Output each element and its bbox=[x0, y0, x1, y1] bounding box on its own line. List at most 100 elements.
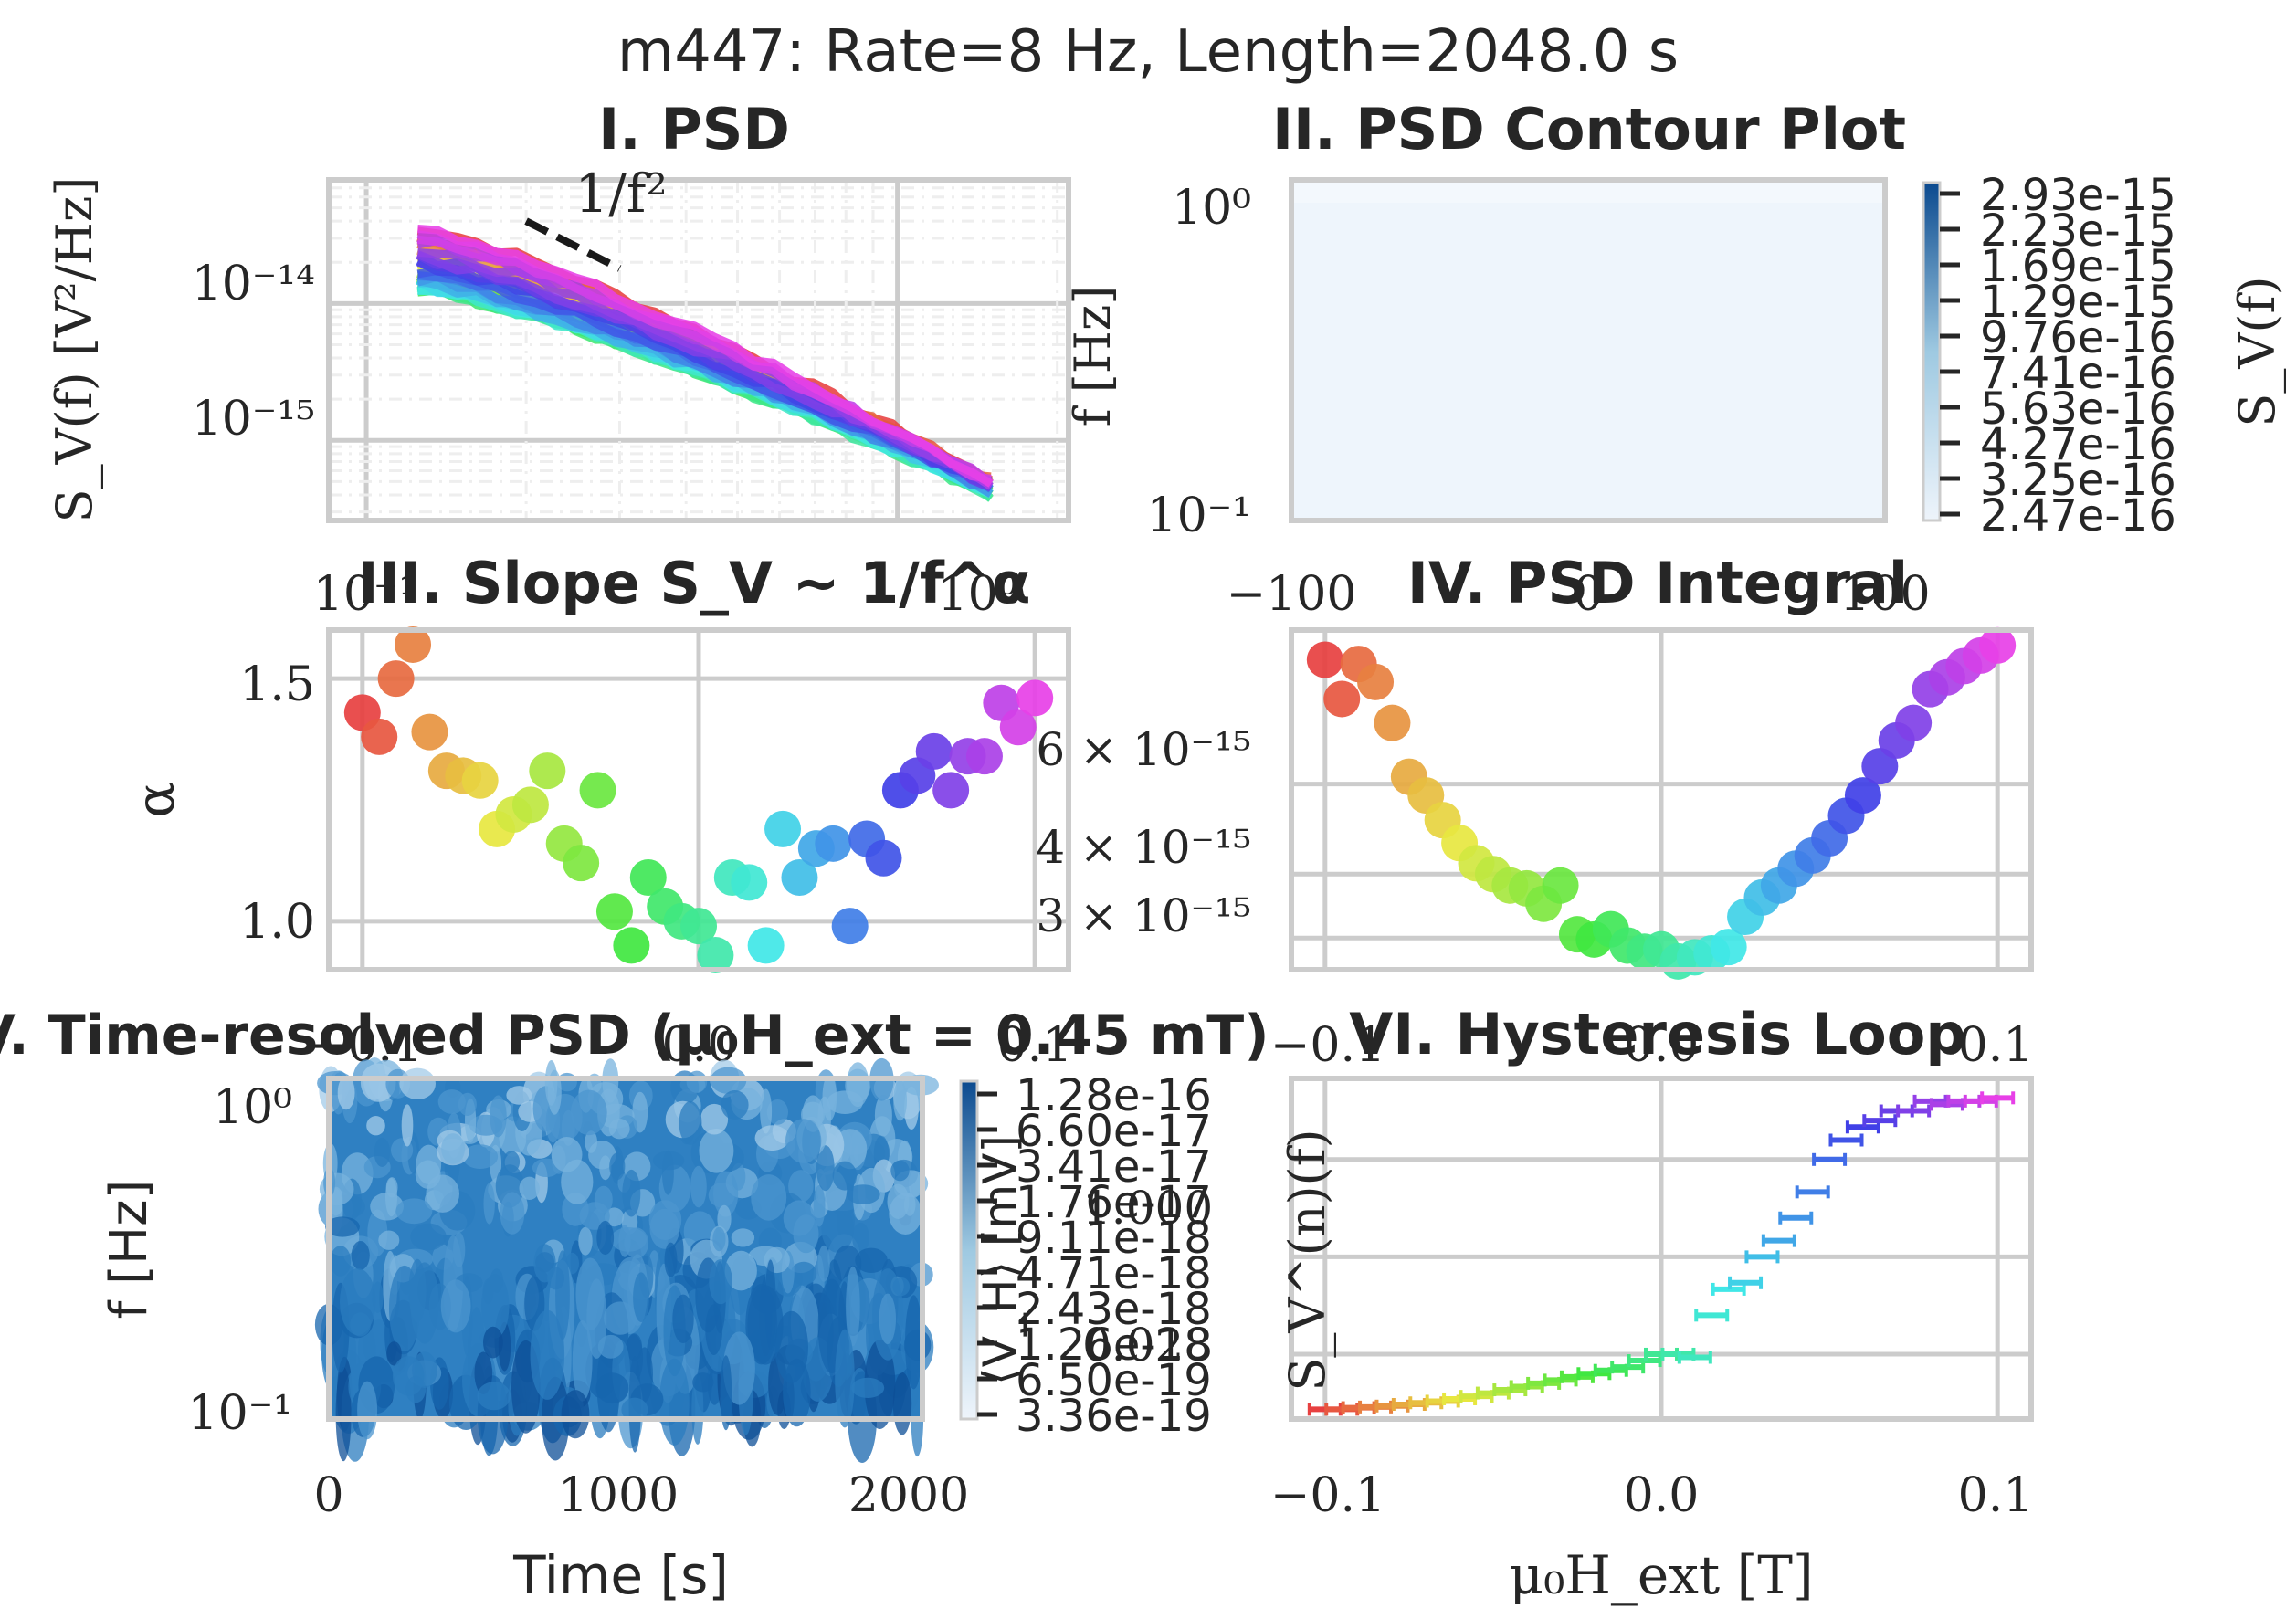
time-resolved-cell-460 bbox=[692, 1372, 714, 1393]
contour-colorbar-ticks: 2.93e-152.23e-151.69e-151.29e-159.76e-16… bbox=[1940, 170, 2176, 541]
time-resolved-xtick-0: 0 bbox=[313, 1468, 343, 1523]
slope-point-25 bbox=[764, 810, 802, 847]
panel-time-resolved: V. Time-resolved PSD (μ₀H_ext = 0.45 mT)… bbox=[0, 1004, 1269, 1606]
time-resolved-colorbar-tick-label-6: 2.43e-18 bbox=[1016, 1284, 1212, 1335]
time-resolved-cell-369 bbox=[462, 1144, 499, 1169]
integral-xtick-minus0-1: −0.1 bbox=[1270, 1018, 1385, 1073]
slope-point-37 bbox=[965, 738, 1003, 775]
time-resolved-cell-510 bbox=[441, 1133, 466, 1164]
time-resolved-cell-512 bbox=[378, 1230, 400, 1250]
panel-contour-title: II. PSD Contour Plot bbox=[1272, 96, 1906, 163]
slope-point-7 bbox=[461, 762, 499, 799]
time-resolved-cell-435 bbox=[893, 1079, 907, 1121]
slope-point-29 bbox=[831, 908, 869, 945]
time-resolved-cell-335 bbox=[822, 1074, 837, 1121]
time-resolved-cell-239 bbox=[713, 1170, 739, 1217]
integral-axis-frame bbox=[1289, 627, 2034, 972]
contour-axis-frame bbox=[1289, 177, 1888, 523]
time-resolved-cell-474 bbox=[477, 1382, 511, 1411]
contour-xtick-0: 0 bbox=[1573, 567, 1603, 622]
panel-integral-title: IV. PSD Integral bbox=[1407, 550, 1908, 616]
psd-annotation-1-over-f2: 1/f² bbox=[574, 163, 667, 225]
contour-xtick-100: 100 bbox=[1839, 567, 1930, 622]
time-resolved-cell-414 bbox=[437, 1089, 466, 1114]
panel-time-resolved-title: V. Time-resolved PSD (μ₀H_ext = 0.45 mT) bbox=[0, 1004, 1269, 1067]
contour-colorbar-tick-label-9: 2.47e-16 bbox=[1980, 490, 2176, 541]
slope-point-39 bbox=[999, 709, 1037, 746]
integral-point-14 bbox=[1542, 867, 1579, 904]
time-resolved-cell-364 bbox=[490, 1268, 504, 1293]
time-resolved-cell-481 bbox=[679, 1101, 702, 1145]
time-resolved-cell-513 bbox=[835, 1329, 855, 1428]
panel-contour: II. PSD Contour Plot f [Hz] 10⁰ 10⁻¹ −10… bbox=[1064, 96, 2286, 622]
time-resolved-cell-377 bbox=[410, 1223, 447, 1251]
contour-band-8 bbox=[1291, 180, 1885, 520]
time-resolved-cell-394 bbox=[699, 1129, 734, 1173]
psd-plot-area bbox=[329, 180, 1069, 520]
contour-colorbar-tick-label-4: 9.76e-16 bbox=[1980, 312, 2176, 363]
time-resolved-cell-433 bbox=[604, 1301, 637, 1335]
time-resolved-cell-289 bbox=[855, 1247, 888, 1274]
contour-colorbar-tick-label-0: 2.93e-15 bbox=[1980, 170, 2176, 221]
time-resolved-cell-472 bbox=[401, 1104, 414, 1147]
contour-xtick-minus100: −100 bbox=[1227, 567, 1357, 622]
contour-ylabel: f [Hz] bbox=[1064, 286, 1122, 427]
integral-xtick-0-1: 0.1 bbox=[1958, 1018, 2034, 1073]
integral-point-32 bbox=[1844, 777, 1881, 815]
time-resolved-xtick-1000: 1000 bbox=[558, 1468, 679, 1523]
time-resolved-cell-272 bbox=[374, 1137, 391, 1167]
psd-reference-line bbox=[524, 217, 622, 272]
slope-point-23 bbox=[731, 864, 768, 901]
time-resolved-cell-470 bbox=[905, 1295, 922, 1390]
panel-psd: I. PSD S_V(f) [V²/Hz] 10⁻¹⁴ 10⁻¹⁵ 10⁻¹ 1… bbox=[46, 96, 1071, 622]
psd-ylabel: S_V(f) [V²/Hz] bbox=[46, 177, 103, 523]
time-resolved-cell-385 bbox=[847, 1062, 869, 1108]
contour-ytick-1e0: 10⁰ bbox=[1172, 181, 1251, 236]
panel-hysteresis: VI. Hysteresis Loop S_V^(n)(f) −0.1 0.0 … bbox=[1270, 1001, 2034, 1606]
time-resolved-cell-464 bbox=[385, 1177, 398, 1198]
time-resolved-cell-267 bbox=[366, 1116, 385, 1136]
time-resolved-cell-517 bbox=[500, 1192, 525, 1235]
time-resolved-ytick-1e0: 10⁰ bbox=[213, 1080, 292, 1135]
time-resolved-cell-301 bbox=[386, 1341, 402, 1366]
hysteresis-axis-frame bbox=[1289, 1076, 2034, 1422]
slope-point-40 bbox=[1016, 679, 1054, 717]
hysteresis-xlabel: μ₀H_ext [T] bbox=[1509, 1544, 1813, 1606]
time-resolved-colorbar-tick-label-7: 1.26e-18 bbox=[1016, 1319, 1212, 1371]
slope-point-34 bbox=[915, 732, 953, 770]
integral-point-33 bbox=[1861, 748, 1899, 785]
psd-axis-frame bbox=[326, 177, 1071, 523]
time-resolved-cell-514 bbox=[672, 1294, 694, 1344]
time-resolved-cell-516 bbox=[483, 1326, 503, 1359]
time-resolved-colorbar-tick-label-0: 1.28e-16 bbox=[1016, 1070, 1212, 1121]
time-resolved-cell-511 bbox=[709, 1259, 732, 1305]
time-resolved-cell-387 bbox=[618, 1225, 631, 1257]
hysteresis-xtick-0-1: 0.1 bbox=[1958, 1468, 2034, 1523]
integral-point-0 bbox=[1306, 641, 1343, 678]
time-resolved-cell-502 bbox=[720, 1355, 732, 1431]
hysteresis-plot-area bbox=[1291, 1078, 2031, 1419]
contour-colorbar-tick-label-8: 3.25e-16 bbox=[1980, 455, 2176, 506]
panel-slope: III. Slope S_V ~ 1/f^α α 1.5 1.0 −0.1 0.… bbox=[124, 550, 1072, 1073]
slope-ytick-1-5: 1.5 bbox=[239, 657, 315, 712]
slope-point-28 bbox=[815, 825, 852, 862]
psd-xtick-1e0: 10⁰ bbox=[937, 567, 1016, 622]
time-resolved-cell-507 bbox=[440, 1279, 471, 1333]
time-resolved-colorbar-tick-label-8: 6.50e-19 bbox=[1016, 1355, 1212, 1406]
slope-point-20 bbox=[680, 908, 717, 945]
time-resolved-cell-483 bbox=[415, 1160, 441, 1189]
time-resolved-cell-213 bbox=[578, 1226, 593, 1256]
integral-point-40 bbox=[1979, 626, 2017, 664]
psd-ytick-1e-14: 10⁻¹⁴ bbox=[192, 257, 315, 311]
slope-plot-area bbox=[329, 626, 1069, 974]
time-resolved-cell-519 bbox=[621, 1397, 648, 1423]
time-resolved-cell-445 bbox=[664, 1242, 678, 1278]
time-resolved-ylabel: f [Hz] bbox=[100, 1180, 159, 1319]
time-resolved-colorbar-tick-label-4: 9.11e-18 bbox=[1016, 1213, 1212, 1264]
time-resolved-cell-230 bbox=[483, 1183, 495, 1225]
time-resolved-cell-147 bbox=[690, 1165, 707, 1208]
time-resolved-cell-465 bbox=[530, 1309, 565, 1400]
time-resolved-cell-379 bbox=[399, 1067, 437, 1100]
slope-point-35 bbox=[932, 772, 970, 809]
